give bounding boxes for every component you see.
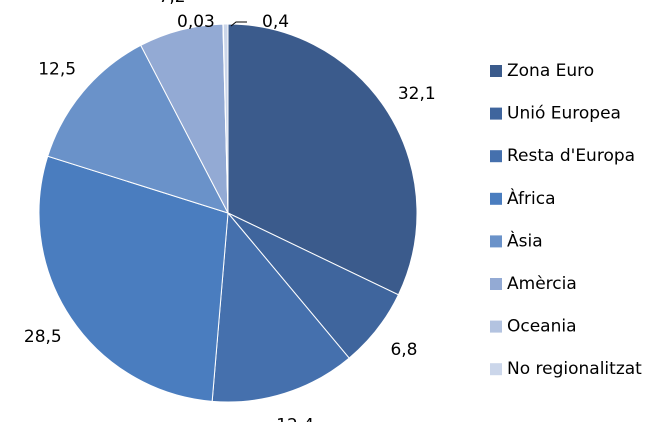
legend-swatch xyxy=(490,150,502,163)
pie-slice xyxy=(227,23,418,296)
data-label: 12,5 xyxy=(38,60,76,80)
data-label: 12,4 xyxy=(276,416,314,422)
data-label: 6,8 xyxy=(390,340,417,360)
legend-label: Amèrcia xyxy=(507,274,577,294)
pie-slice xyxy=(47,44,230,214)
legend-label: Àfrica xyxy=(507,187,556,209)
data-label: 28,5 xyxy=(24,327,62,347)
leader-line xyxy=(230,21,247,27)
data-label: 7,2 xyxy=(159,0,186,7)
pie-slice xyxy=(211,211,350,403)
legend-swatch xyxy=(490,65,502,77)
legend-swatch xyxy=(490,363,502,376)
pie-slice xyxy=(38,155,229,402)
data-label: 32,1 xyxy=(398,84,436,104)
legend-label: Àsia xyxy=(507,229,543,251)
legend-label: No regionalitzat xyxy=(507,359,642,379)
legend-label: Unió Europea xyxy=(507,104,621,124)
data-label: 0,03 xyxy=(177,12,215,32)
legend-label: Zona Euro xyxy=(507,61,594,81)
legend-swatch xyxy=(490,192,502,205)
data-label: 0,4 xyxy=(262,12,289,32)
pie-slice xyxy=(222,23,229,214)
legend-swatch xyxy=(490,278,502,290)
legend-swatch xyxy=(490,107,502,120)
legend-label: Oceania xyxy=(507,317,577,337)
legend-swatch xyxy=(490,235,502,248)
legend-swatch xyxy=(490,320,502,333)
legend-label: Resta d'Europa xyxy=(507,146,635,166)
